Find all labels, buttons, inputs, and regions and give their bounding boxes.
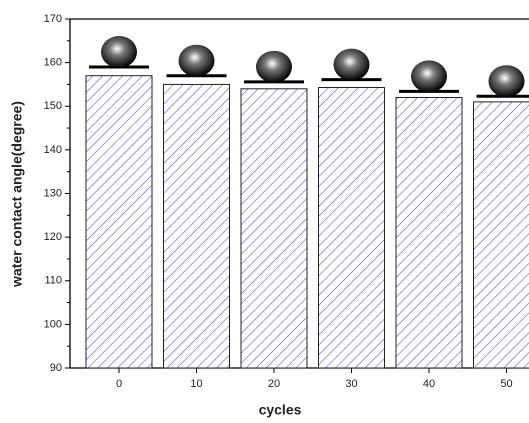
y-axis-title: water contact angle(degree) xyxy=(9,101,25,288)
bar xyxy=(163,83,230,369)
y-tick-label: 170 xyxy=(44,13,62,25)
droplet xyxy=(101,35,137,68)
x-tick-label: 20 xyxy=(268,378,280,390)
y-tick-label: 120 xyxy=(44,231,62,243)
droplet xyxy=(256,50,292,83)
y-tick-label: 130 xyxy=(44,187,62,199)
y-tick-label: 160 xyxy=(44,57,62,69)
x-tick-label: 40 xyxy=(423,378,435,390)
droplet xyxy=(411,60,447,93)
y-tick-label: 110 xyxy=(44,275,62,287)
x-axis-title: cycles xyxy=(259,402,302,418)
x-tick-label: 10 xyxy=(190,378,202,390)
bar xyxy=(395,97,463,369)
bar xyxy=(240,88,308,369)
bar xyxy=(473,101,529,369)
y-tick-label: 100 xyxy=(44,318,62,330)
x-tick-label: 30 xyxy=(345,378,357,390)
y-tick-label: 140 xyxy=(44,144,62,156)
droplet xyxy=(333,48,370,81)
y-tick-label: 90 xyxy=(50,362,62,374)
x-tick-label: 50 xyxy=(500,378,512,390)
x-tick-label: 0 xyxy=(116,378,122,390)
bar xyxy=(318,86,385,369)
y-tick-label: 150 xyxy=(44,100,62,112)
droplet xyxy=(488,65,525,98)
bar xyxy=(85,75,153,369)
droplet xyxy=(178,44,215,77)
